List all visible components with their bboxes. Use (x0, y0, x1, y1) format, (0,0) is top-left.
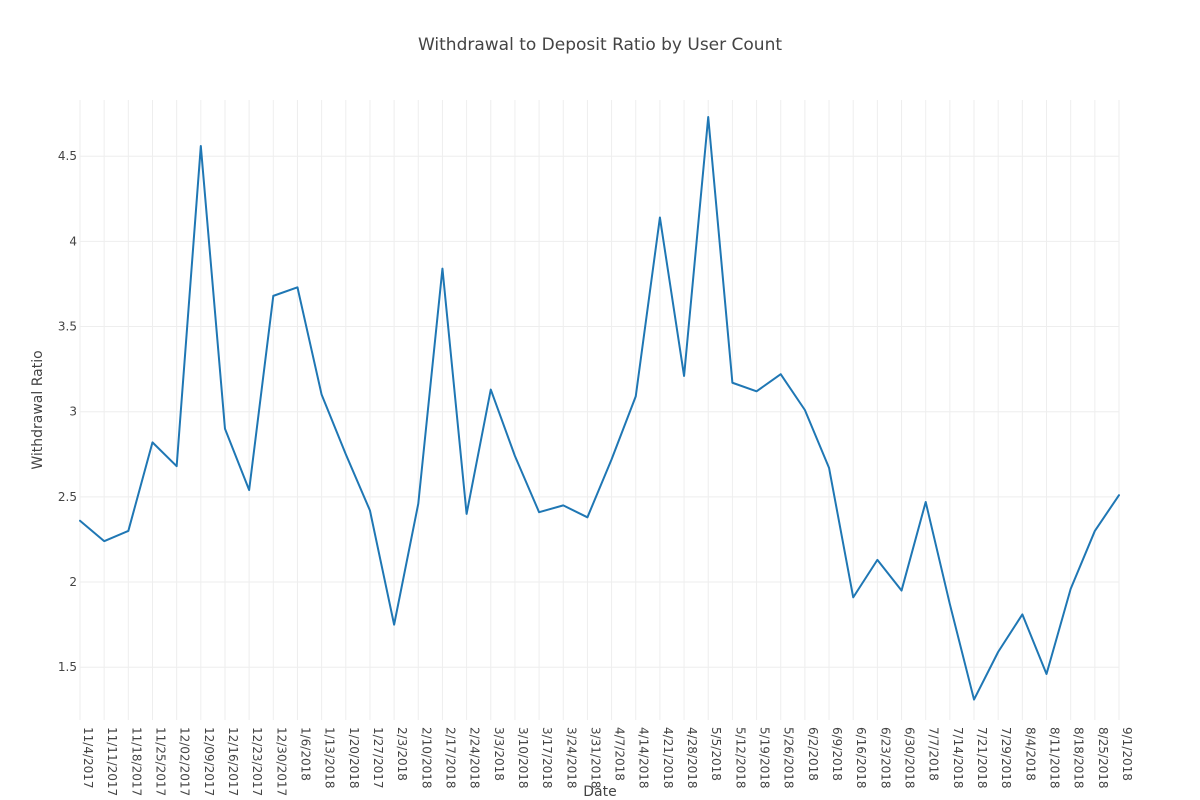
x-tick-label: 11/25/2017 (153, 727, 167, 796)
x-tick-label: 12/30/2017 (274, 727, 288, 796)
x-tick-label: 9/1/2018 (1120, 727, 1134, 781)
x-tick-label: 8/25/2018 (1096, 727, 1110, 789)
x-tick-label: 2/24/2018 (468, 727, 482, 789)
x-tick-label: 7/29/2018 (999, 727, 1013, 789)
x-tick-label: 4/28/2018 (685, 727, 699, 789)
y-tick-label: 4.5 (58, 149, 77, 163)
series-line (79, 116, 1120, 701)
x-tick-label: 3/31/2018 (588, 727, 602, 789)
x-tick-label: 5/26/2018 (782, 727, 796, 789)
x-tick-label: 1/27/2017 (371, 727, 385, 789)
x-tick-label: 1/13/2018 (323, 727, 337, 789)
x-axis-title: Date (583, 784, 616, 800)
x-tick-label: 2/10/2018 (419, 727, 433, 789)
x-tick-label: 4/7/2018 (613, 727, 627, 781)
y-tick-labels: 1.5 2 2.5 3 3.5 4 4.5 (58, 149, 77, 674)
y-gridlines (80, 155, 1119, 668)
x-tick-label: 12/16/2017 (226, 727, 240, 796)
x-tick-label: 5/5/2018 (709, 727, 723, 781)
y-tick-label: 4 (69, 234, 77, 248)
x-gridlines (79, 100, 1120, 720)
x-tick-label: 2/3/2018 (395, 727, 409, 781)
x-tick-label: 11/18/2017 (129, 727, 143, 796)
x-tick-label: 4/21/2018 (661, 727, 675, 789)
x-tick-label: 6/16/2018 (854, 727, 868, 789)
y-tick-label: 1.5 (58, 660, 77, 674)
x-tick-label: 11/11/2017 (105, 727, 119, 796)
points-layer (78, 115, 1122, 703)
x-tick-label: 5/12/2018 (733, 727, 747, 789)
chart-title: Withdrawal to Deposit Ratio by User Coun… (418, 35, 782, 55)
y-tick-label: 3 (69, 405, 77, 419)
y-axis-title: Withdrawal Ratio (30, 350, 46, 469)
x-tick-label: 1/6/2018 (298, 727, 312, 781)
y-tick-label: 2.5 (58, 490, 77, 504)
x-tick-label: 3/10/2018 (516, 727, 530, 789)
x-tick-label: 6/23/2018 (878, 727, 892, 789)
x-tick-label: 6/9/2018 (830, 727, 844, 781)
series-layer (79, 116, 1120, 701)
x-tick-label: 12/09/2017 (202, 727, 216, 796)
x-tick-label: 12/02/2017 (178, 727, 192, 796)
x-tick-label: 8/11/2018 (1048, 727, 1062, 789)
x-tick-label: 8/18/2018 (1072, 727, 1086, 789)
x-tick-label: 7/7/2018 (927, 727, 941, 781)
y-tick-label: 2 (69, 575, 77, 589)
x-tick-label: 7/21/2018 (975, 727, 989, 789)
x-tick-label: 3/24/2018 (564, 727, 578, 789)
x-tick-label: 1/20/2018 (347, 727, 361, 789)
x-tick-label: 5/19/2018 (758, 727, 772, 789)
x-tick-label: 8/4/2018 (1023, 727, 1037, 781)
x-tick-labels: 11/4/2017 11/11/2017 11/18/2017 11/25/2017 1… (81, 727, 1134, 796)
x-tick-label: 6/30/2018 (903, 727, 917, 789)
y-tick-label: 3.5 (58, 320, 77, 334)
x-tick-label: 12/23/2017 (250, 727, 264, 796)
x-tick-label: 3/3/2018 (492, 727, 506, 781)
x-tick-label: 6/2/2018 (806, 727, 820, 781)
x-tick-label: 3/17/2018 (540, 727, 554, 789)
x-tick-label: 11/4/2017 (81, 727, 95, 789)
x-tick-label: 2/17/2018 (443, 727, 457, 789)
x-tick-label: 4/14/2018 (637, 727, 651, 789)
x-tick-label: 7/14/2018 (951, 727, 965, 789)
